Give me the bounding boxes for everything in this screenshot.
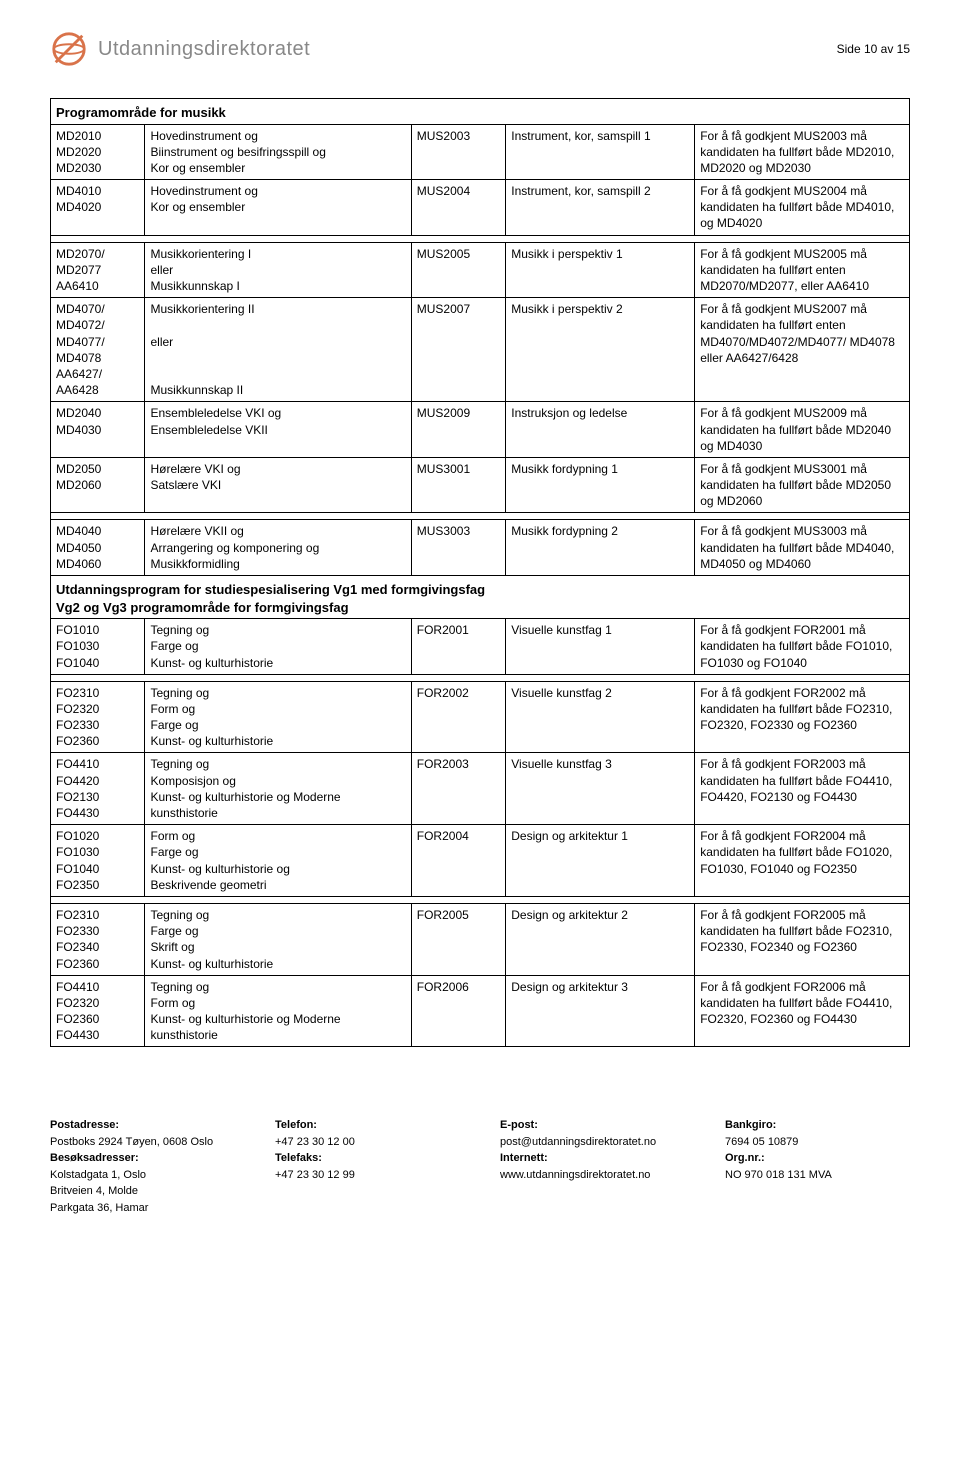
table-cell: Tegning ogFarge ogKunst- og kulturhistor… (145, 619, 411, 675)
table-cell: Design og arkitektur 2 (506, 903, 695, 975)
table-cell: FO4410FO2320FO2360FO4430 (51, 975, 145, 1047)
table-cell: Hovedinstrument ogBiinstrument og besifr… (145, 124, 411, 180)
table-cell: Visuelle kunstfag 1 (506, 619, 695, 675)
spacer-row (51, 235, 910, 242)
table-cell: Musikkorientering IIellerMusikkunnskap I… (145, 298, 411, 402)
table-row: MD4010MD4020Hovedinstrument ogKor og ens… (51, 180, 910, 236)
table-cell: MD4070/MD4072/MD4077/MD4078AA6427/AA6428 (51, 298, 145, 402)
table-cell: FO4410FO4420FO2130FO4430 (51, 753, 145, 825)
table-cell: For å få godkjent FOR2001 må kandidaten … (695, 619, 910, 675)
table-row: MD2070/MD2077AA6410Musikkorientering Iel… (51, 242, 910, 298)
table-cell: Tegning ogKomposisjon ogKunst- og kultur… (145, 753, 411, 825)
table-cell: FOR2006 (411, 975, 505, 1047)
table-cell: MUS2003 (411, 124, 505, 180)
table-cell: FOR2003 (411, 753, 505, 825)
table-cell: FOR2005 (411, 903, 505, 975)
table-cell: For å få godkjent FOR2003 må kandidaten … (695, 753, 910, 825)
table-cell: For å få godkjent MUS3003 må kandidaten … (695, 520, 910, 576)
footer-col-address: Postadresse: Postboks 2924 Tøyen, 0608 O… (50, 1117, 235, 1216)
table-cell: Musikk fordypning 1 (506, 457, 695, 513)
spacer-row (51, 674, 910, 681)
table-cell: Form ogFarge ogKunst- og kulturhistorie … (145, 825, 411, 897)
table-cell: FO1010FO1030FO1040 (51, 619, 145, 675)
table-row: MD4070/MD4072/MD4077/MD4078AA6427/AA6428… (51, 298, 910, 402)
table-cell: MUS2007 (411, 298, 505, 402)
table-cell: Hovedinstrument ogKor og ensembler (145, 180, 411, 236)
spacer-row (51, 896, 910, 903)
table-cell: Ensembleledelse VKI ogEnsembleledelse VK… (145, 402, 411, 458)
logo: Utdanningsdirektoratet (50, 30, 310, 68)
table-cell: Instrument, kor, samspill 2 (506, 180, 695, 236)
table-cell: MUS3001 (411, 457, 505, 513)
section-header-row: Utdanningsprogram for studiespesialiseri… (51, 576, 910, 619)
table-row: FO1020FO1030FO1040FO2350Form ogFarge ogK… (51, 825, 910, 897)
table-cell: Musikk i perspektiv 1 (506, 242, 695, 298)
table-cell: FOR2001 (411, 619, 505, 675)
table-cell: For å få godkjent MUS2004 må kandidaten … (695, 180, 910, 236)
table-cell: FOR2004 (411, 825, 505, 897)
table-cell: MUS2005 (411, 242, 505, 298)
table-cell: For å få godkjent FOR2006 må kandidaten … (695, 975, 910, 1047)
footer-col-bank: Bankgiro: 7694 05 10879 Org.nr.: NO 970 … (725, 1117, 910, 1216)
table-cell: Hørelære VKI ogSatslære VKI (145, 457, 411, 513)
table-cell: MUS2004 (411, 180, 505, 236)
table-cell: For å få godkjent MUS2005 må kandidaten … (695, 242, 910, 298)
table-row: FO2310FO2320FO2330FO2360Tegning ogForm o… (51, 681, 910, 753)
header-bar: Utdanningsdirektoratet Side 10 av 15 (50, 30, 910, 68)
footer-col-email: E-post: post@utdanningsdirektoratet.no I… (500, 1117, 685, 1216)
table-cell: MUS3003 (411, 520, 505, 576)
table-row: FO4410FO4420FO2130FO4430Tegning ogKompos… (51, 753, 910, 825)
table-cell: MD2040MD4030 (51, 402, 145, 458)
table-cell: Instrument, kor, samspill 1 (506, 124, 695, 180)
table-cell: MD2010MD2020MD2030 (51, 124, 145, 180)
table-row: FO2310FO2330FO2340FO2360Tegning ogFarge … (51, 903, 910, 975)
page-number: Side 10 av 15 (837, 42, 910, 56)
table-cell: MD4010MD4020 (51, 180, 145, 236)
table-row: MD2040MD4030Ensembleledelse VKI ogEnsemb… (51, 402, 910, 458)
table-cell: For å få godkjent MUS2009 må kandidaten … (695, 402, 910, 458)
table-cell: For å få godkjent MUS3001 må kandidaten … (695, 457, 910, 513)
table-cell: Tegning ogForm ogFarge ogKunst- og kultu… (145, 681, 411, 753)
table-cell: FO2310FO2330FO2340FO2360 (51, 903, 145, 975)
table-cell: Musikk i perspektiv 2 (506, 298, 695, 402)
main-table: Programområde for musikkMD2010MD2020MD20… (50, 98, 910, 1047)
table-cell: Design og arkitektur 1 (506, 825, 695, 897)
table-cell: Tegning ogFarge ogSkrift ogKunst- og kul… (145, 903, 411, 975)
table-row: MD2050MD2060Hørelære VKI ogSatslære VKIM… (51, 457, 910, 513)
footer-col-phone: Telefon: +47 23 30 12 00 Telefaks: +47 2… (275, 1117, 460, 1216)
table-cell: For å få godkjent MUS2003 må kandidaten … (695, 124, 910, 180)
table-cell: Visuelle kunstfag 2 (506, 681, 695, 753)
table-cell: Visuelle kunstfag 3 (506, 753, 695, 825)
spacer-row (51, 513, 910, 520)
table-row: MD4040MD4050MD4060Hørelære VKII ogArrang… (51, 520, 910, 576)
table-cell: Hørelære VKII ogArrangering og komponeri… (145, 520, 411, 576)
section-header-row: Programområde for musikk (51, 99, 910, 125)
table-cell: Tegning ogForm ogKunst- og kulturhistori… (145, 975, 411, 1047)
table-cell: Instruksjon og ledelse (506, 402, 695, 458)
table-cell: Design og arkitektur 3 (506, 975, 695, 1047)
table-cell: MUS2009 (411, 402, 505, 458)
table-row: MD2010MD2020MD2030Hovedinstrument ogBiin… (51, 124, 910, 180)
table-cell: For å få godkjent FOR2004 må kandidaten … (695, 825, 910, 897)
footer: Postadresse: Postboks 2924 Tøyen, 0608 O… (50, 1117, 910, 1216)
table-cell: Musikk fordypning 2 (506, 520, 695, 576)
table-row: FO1010FO1030FO1040Tegning ogFarge ogKuns… (51, 619, 910, 675)
table-cell: MD4040MD4050MD4060 (51, 520, 145, 576)
table-cell: FO1020FO1030FO1040FO2350 (51, 825, 145, 897)
table-cell: MD2050MD2060 (51, 457, 145, 513)
section-title: Programområde for musikk (51, 99, 910, 125)
table-cell: FOR2002 (411, 681, 505, 753)
table-cell: FO2310FO2320FO2330FO2360 (51, 681, 145, 753)
table-cell: For å få godkjent MUS2007 må kandidaten … (695, 298, 910, 402)
logo-icon (50, 30, 88, 68)
table-row: FO4410FO2320FO2360FO4430Tegning ogForm o… (51, 975, 910, 1047)
logo-text: Utdanningsdirektoratet (98, 38, 310, 61)
section-title: Utdanningsprogram for studiespesialiseri… (51, 576, 910, 619)
table-cell: MD2070/MD2077AA6410 (51, 242, 145, 298)
table-cell: For å få godkjent FOR2005 må kandidaten … (695, 903, 910, 975)
table-cell: Musikkorientering IellerMusikkunnskap I (145, 242, 411, 298)
table-cell: For å få godkjent FOR2002 må kandidaten … (695, 681, 910, 753)
